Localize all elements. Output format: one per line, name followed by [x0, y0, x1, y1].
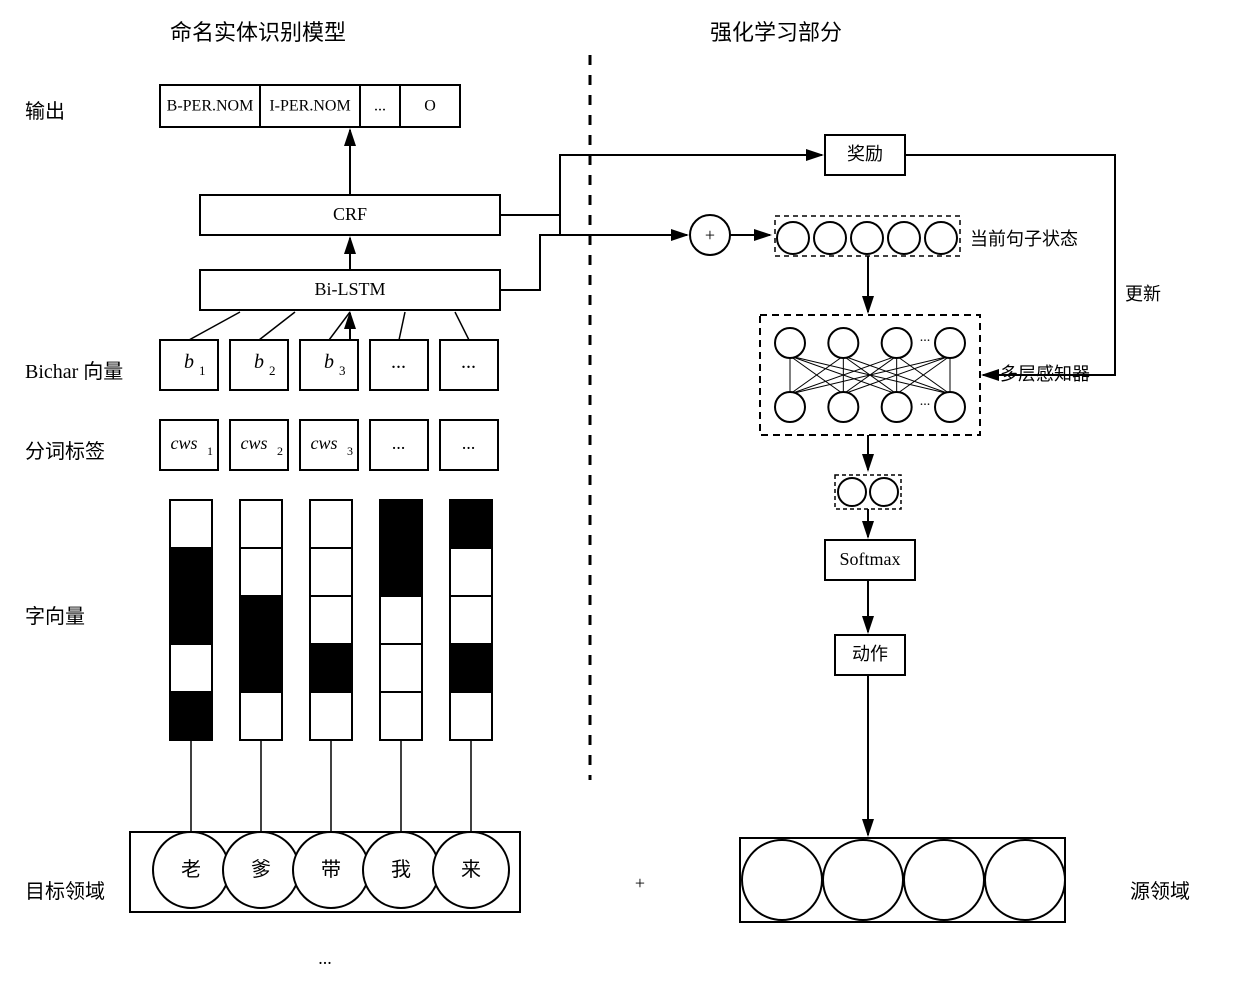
svg-text:B-PER.NOM: B-PER.NOM	[167, 98, 254, 115]
svg-text:b: b	[254, 351, 264, 373]
charvec-grid	[170, 500, 492, 740]
svg-text:...: ...	[318, 948, 332, 968]
mlp-nodes: ......	[775, 328, 965, 422]
svg-text:奖励: 奖励	[847, 144, 883, 164]
cws-row: cws 1 cws 2 cws 3......	[160, 420, 498, 470]
svg-text:我: 我	[391, 858, 411, 881]
svg-text:CRF: CRF	[333, 204, 367, 224]
svg-text:b: b	[324, 351, 334, 373]
svg-text:...: ...	[462, 351, 477, 373]
output-row: B-PER.NOM I-PER.NOM ... O	[160, 85, 460, 127]
svg-text:...: ...	[392, 433, 406, 453]
svg-text:...: ...	[392, 351, 407, 373]
svg-text:Bi-LSTM: Bi-LSTM	[314, 279, 385, 299]
svg-text:+: +	[705, 225, 715, 245]
svg-text:b: b	[184, 351, 194, 373]
svg-text:带: 带	[321, 858, 341, 881]
svg-text:1: 1	[207, 444, 213, 458]
diagram-svg: B-PER.NOM I-PER.NOM ... O CRF Bi-LSTM b1…	[0, 0, 1240, 994]
svg-text:cws: cws	[241, 433, 268, 453]
svg-text:2: 2	[269, 363, 276, 378]
svg-text:...: ...	[374, 98, 386, 115]
svg-text:3: 3	[347, 444, 353, 458]
svg-text:1: 1	[199, 363, 206, 378]
state-circles	[777, 222, 957, 254]
svg-text:O: O	[424, 98, 436, 115]
svg-text:2: 2	[277, 444, 283, 458]
svg-text:+: +	[635, 873, 645, 893]
svg-text:...: ...	[462, 433, 476, 453]
svg-text:I-PER.NOM: I-PER.NOM	[269, 98, 350, 115]
svg-text:爹: 爹	[251, 858, 271, 881]
svg-text:来: 来	[461, 858, 481, 881]
svg-text:...: ...	[920, 330, 931, 345]
svg-text:3: 3	[339, 363, 346, 378]
target-circles: 老爹带我来	[153, 832, 509, 908]
bichar-row: b1b2b3......	[160, 340, 498, 390]
svg-text:动作: 动作	[852, 644, 888, 664]
svg-text:Softmax: Softmax	[840, 549, 901, 569]
svg-text:...: ...	[920, 394, 931, 409]
svg-text:老: 老	[181, 858, 201, 881]
svg-text:cws: cws	[311, 433, 338, 453]
svg-text:cws: cws	[171, 433, 198, 453]
